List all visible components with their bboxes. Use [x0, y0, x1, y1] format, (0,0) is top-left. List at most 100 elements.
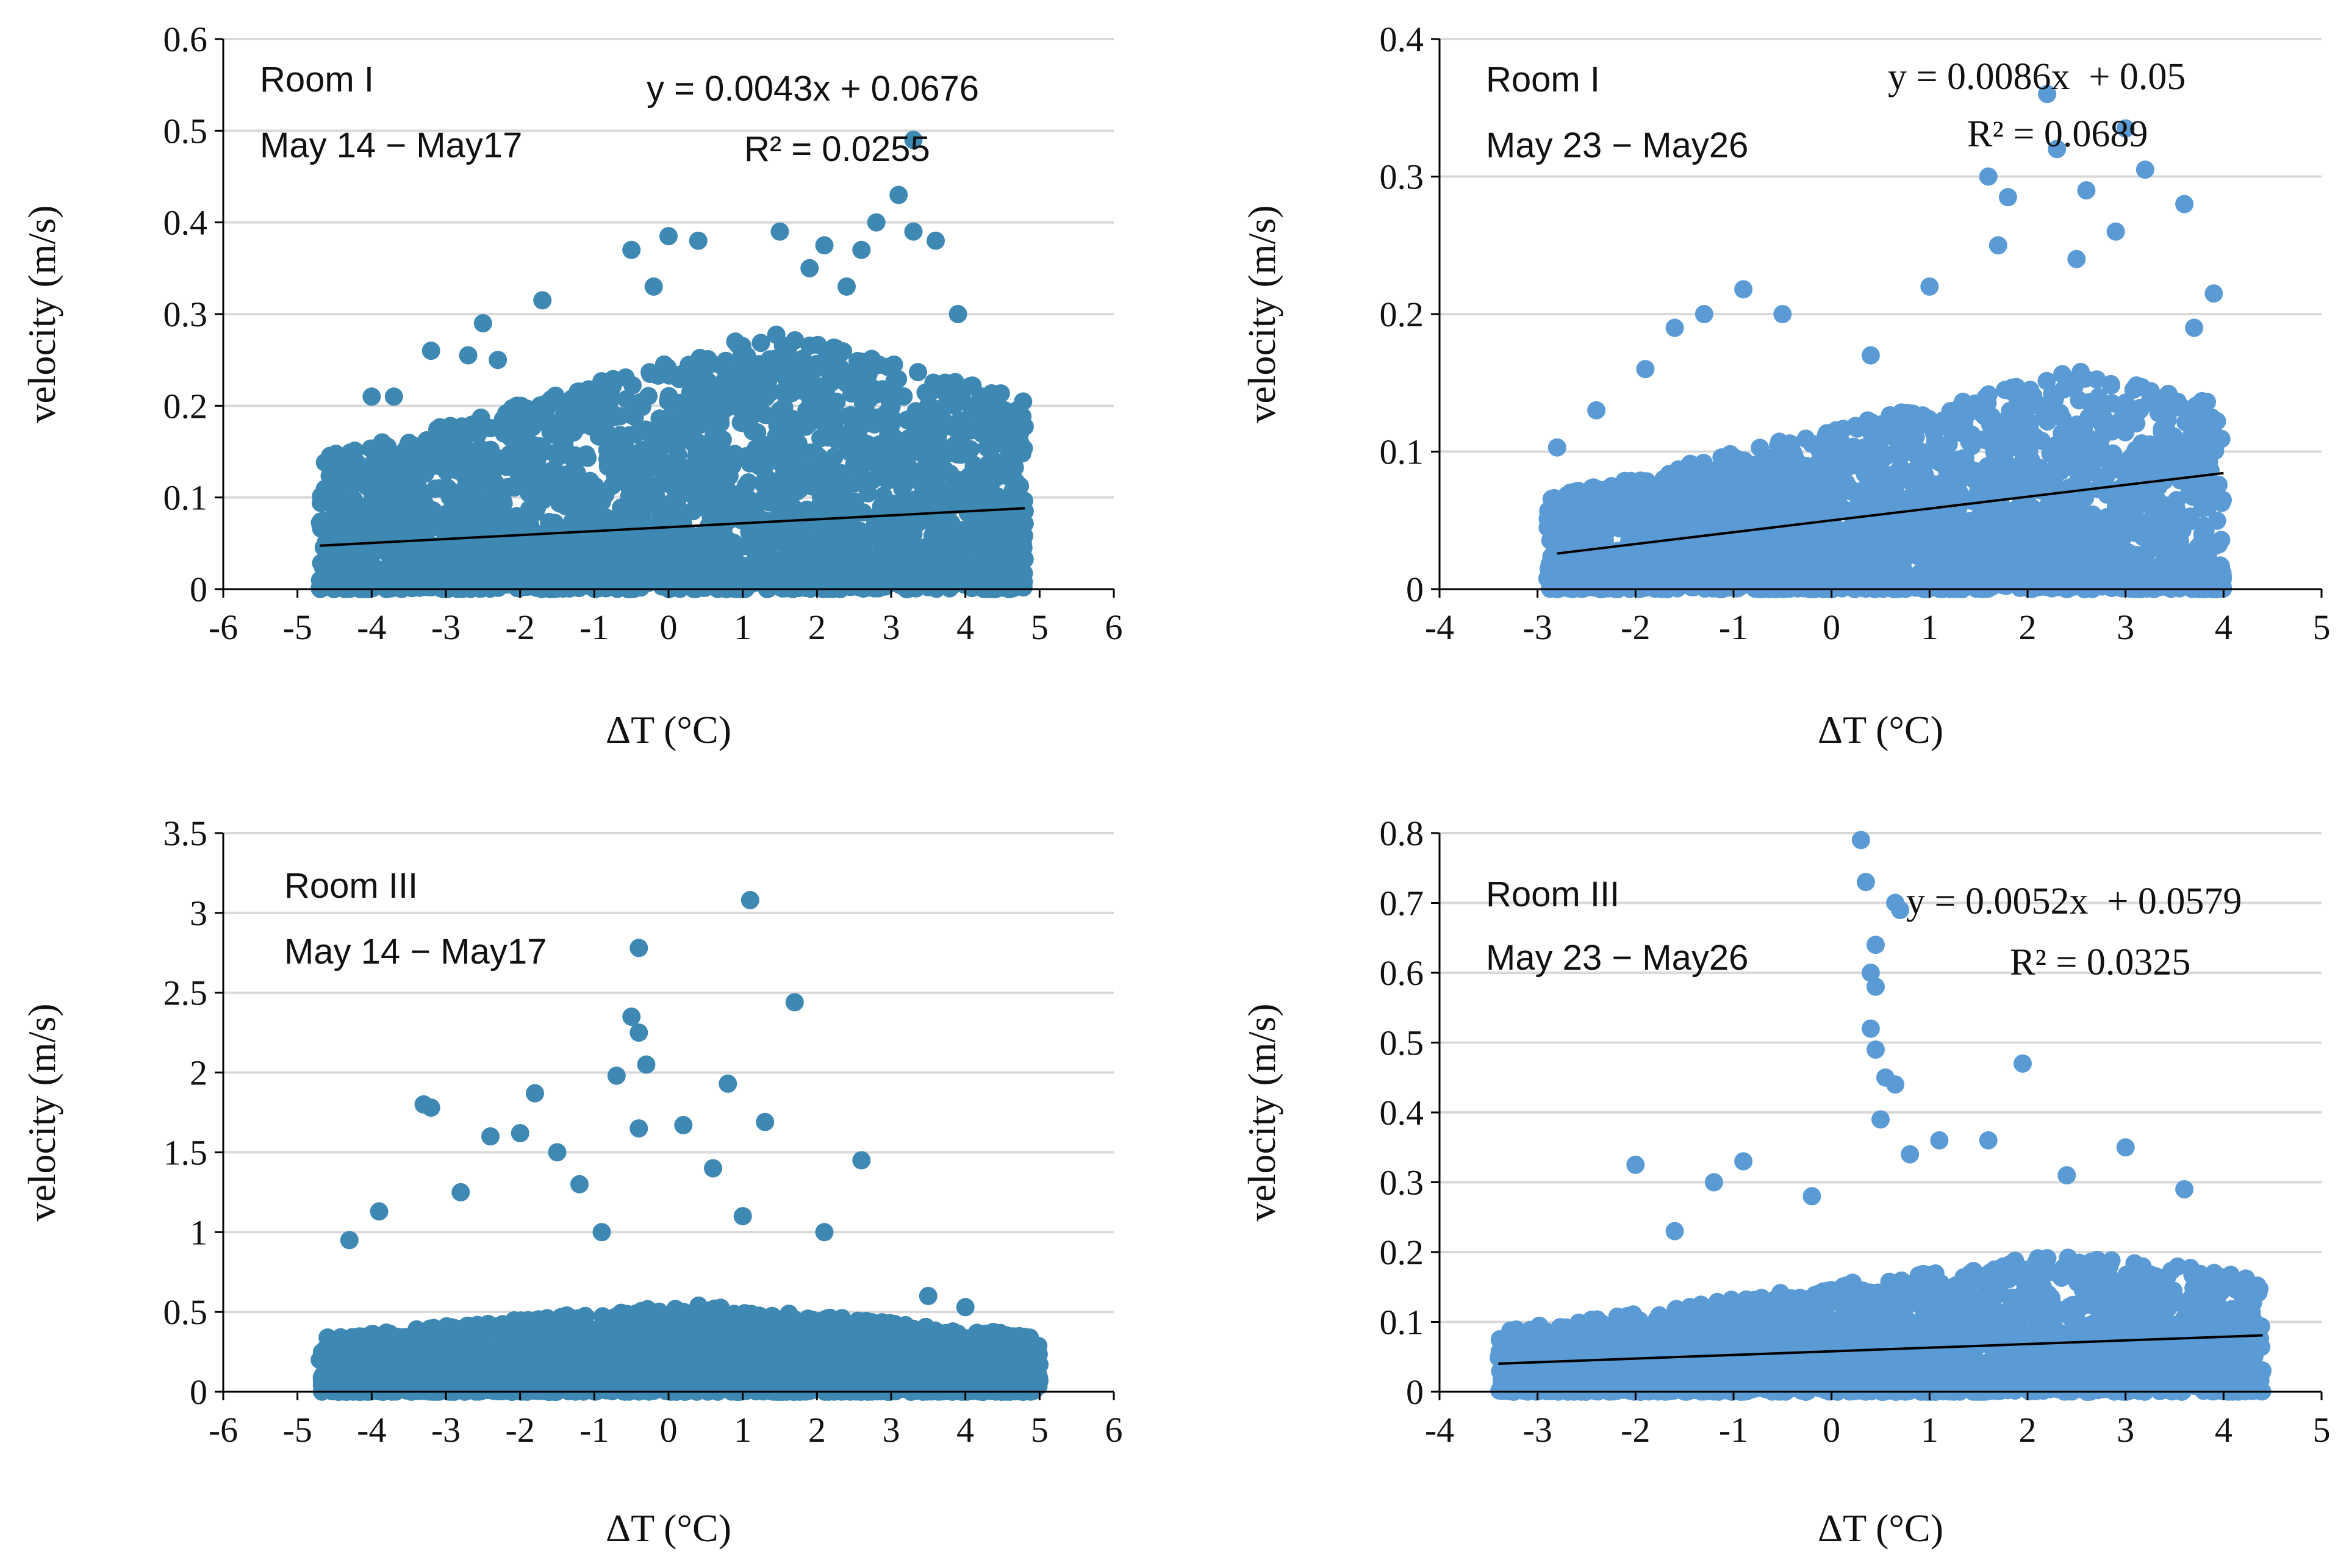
data-point [839, 545, 858, 564]
data-point [2176, 437, 2195, 456]
data-point [426, 456, 445, 475]
data-point [658, 358, 677, 377]
data-point [978, 439, 996, 457]
data-point [395, 510, 414, 529]
data-point [870, 356, 889, 374]
data-point [586, 553, 604, 572]
data-point [816, 485, 834, 504]
data-point [706, 429, 725, 448]
data-point [870, 454, 889, 473]
data-point [1838, 576, 1857, 595]
data-point [935, 501, 954, 520]
x-tick-label: -6 [209, 607, 238, 647]
data-point [751, 368, 770, 387]
data-point [709, 501, 728, 520]
data-point [555, 396, 574, 415]
data-point [546, 471, 565, 490]
x-tick-label: 5 [1031, 607, 1049, 647]
data-point [589, 519, 608, 538]
data-point [401, 566, 420, 585]
data-point [2014, 411, 2032, 430]
data-point [1946, 517, 1965, 536]
data-point [1718, 501, 1737, 519]
data-point [867, 213, 886, 232]
y-tick-label: 0.5 [163, 111, 208, 151]
data-point [421, 342, 440, 360]
data-point [465, 542, 484, 561]
data-point [751, 334, 770, 353]
data-point [927, 231, 945, 250]
data-point [393, 540, 412, 559]
data-point [2053, 526, 2072, 545]
data-point [335, 553, 354, 571]
data-point [611, 439, 630, 457]
data-point [638, 474, 657, 493]
data-point [747, 531, 766, 550]
data-point [712, 356, 731, 374]
data-point [807, 354, 826, 373]
data-point [767, 427, 786, 446]
data-point [1699, 499, 1718, 518]
data-point [2185, 571, 2204, 590]
data-point [462, 576, 481, 595]
data-point [1882, 577, 1901, 596]
data-point [1852, 504, 1871, 523]
data-point [2040, 495, 2059, 514]
data-point [677, 567, 696, 585]
x-axis-title: ΔT (°C) [606, 708, 731, 751]
data-point [808, 335, 827, 354]
data-point [1712, 448, 1731, 467]
data-point [822, 424, 841, 443]
data-point [378, 437, 397, 456]
data-point [2067, 484, 2085, 503]
r-squared-label: R² = 0.0255 [744, 129, 930, 169]
data-point [1665, 465, 1684, 484]
data-point [657, 532, 676, 551]
data-point [913, 475, 931, 494]
data-point [690, 415, 709, 434]
data-point [2126, 440, 2145, 459]
data-point [793, 381, 812, 400]
data-point [636, 561, 655, 579]
data-point [616, 554, 635, 573]
data-point [888, 458, 906, 477]
y-tick-label: 0.2 [163, 386, 208, 426]
data-point [1890, 540, 1909, 559]
data-point [586, 410, 605, 429]
data-point [2065, 509, 2084, 528]
data-point [953, 390, 972, 409]
data-point [667, 507, 685, 526]
data-point [1568, 545, 1587, 564]
data-point [956, 533, 975, 552]
data-point [472, 408, 490, 427]
data-point [601, 381, 620, 400]
data-point [541, 423, 560, 442]
data-point [2017, 451, 2036, 470]
data-point [981, 412, 999, 431]
data-point [489, 501, 508, 519]
data-point [1875, 509, 1894, 528]
data-point [335, 459, 354, 478]
data-point [621, 406, 640, 424]
data-point [774, 466, 793, 485]
data-point [1773, 450, 1791, 469]
data-point [473, 314, 492, 332]
x-tick-label: 6 [1105, 607, 1123, 647]
data-point [408, 443, 427, 462]
data-point [2136, 519, 2154, 538]
data-point [822, 373, 841, 392]
data-point [1851, 454, 1870, 473]
data-point [797, 579, 816, 597]
data-point [739, 473, 758, 492]
data-point [1977, 430, 1996, 449]
data-point [616, 529, 635, 548]
data-point [1001, 575, 1020, 594]
data-point [705, 378, 724, 397]
data-point [1966, 394, 1984, 413]
data-point [2152, 437, 2171, 456]
data-point [761, 445, 780, 464]
data-point [852, 240, 871, 259]
data-point [528, 451, 547, 470]
data-point [889, 185, 908, 204]
